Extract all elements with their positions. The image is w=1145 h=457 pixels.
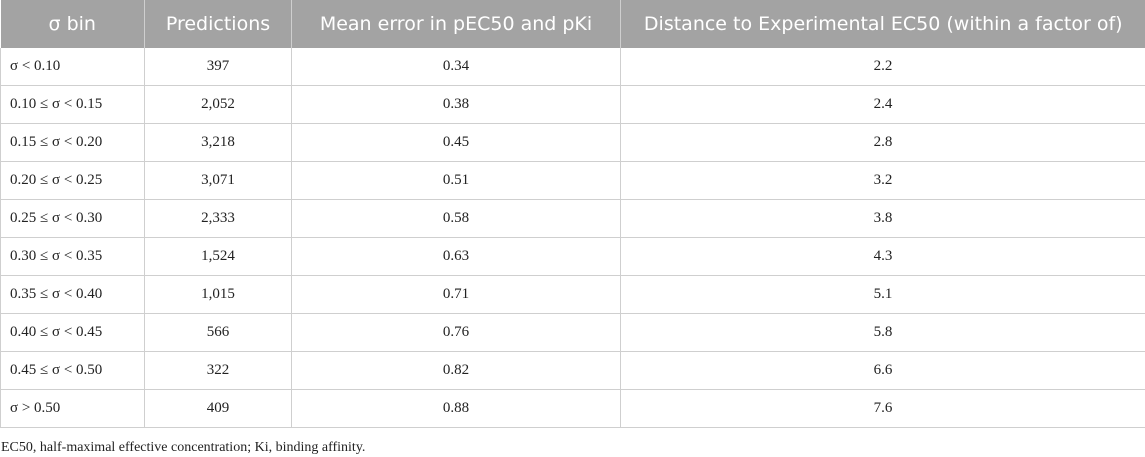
cell-sigma-bin: 0.30 ≤ σ < 0.35 (0, 237, 145, 276)
table-row: 0.10 ≤ σ < 0.15 2,052 0.38 2.4 (0, 85, 1145, 124)
table-body: σ < 0.10 397 0.34 2.2 0.10 ≤ σ < 0.15 2,052 0.… (0, 48, 1145, 428)
cell-distance: 3.8 (620, 199, 1145, 238)
table-row: σ < 0.10 397 0.34 2.2 (0, 48, 1145, 86)
cell-mean-error: 0.71 (291, 275, 621, 314)
cell-mean-error: 0.88 (291, 389, 621, 428)
cell-predictions: 397 (144, 48, 292, 86)
cell-sigma-bin: σ > 0.50 (0, 389, 145, 428)
cell-mean-error: 0.45 (291, 123, 621, 162)
cell-predictions: 1,015 (144, 275, 292, 314)
table-footnote: EC50, half-maximal effective concentrati… (1, 440, 366, 455)
table-header: σ bin Predictions Mean error in pEC50 an… (0, 0, 1145, 48)
cell-mean-error: 0.34 (291, 48, 621, 86)
cell-predictions: 1,524 (144, 237, 292, 276)
cell-sigma-bin: 0.20 ≤ σ < 0.25 (0, 161, 145, 200)
cell-distance: 5.8 (620, 313, 1145, 352)
cell-predictions: 322 (144, 351, 292, 390)
cell-sigma-bin: 0.35 ≤ σ < 0.40 (0, 275, 145, 314)
header-distance: Distance to Experimental EC50 (within a … (620, 0, 1145, 48)
table-row: 0.40 ≤ σ < 0.45 566 0.76 5.8 (0, 313, 1145, 352)
data-table-container: σ bin Predictions Mean error in pEC50 an… (0, 0, 1145, 428)
cell-mean-error: 0.51 (291, 161, 621, 200)
sigma-bin-table: σ bin Predictions Mean error in pEC50 an… (0, 0, 1145, 428)
cell-sigma-bin: 0.10 ≤ σ < 0.15 (0, 85, 145, 124)
table-row: 0.35 ≤ σ < 0.40 1,015 0.71 5.1 (0, 275, 1145, 314)
cell-distance: 2.4 (620, 85, 1145, 124)
cell-predictions: 2,333 (144, 199, 292, 238)
header-mean-error: Mean error in pEC50 and pKi (291, 0, 621, 48)
table-row: 0.25 ≤ σ < 0.30 2,333 0.58 3.8 (0, 199, 1145, 238)
cell-predictions: 566 (144, 313, 292, 352)
table-row: 0.30 ≤ σ < 0.35 1,524 0.63 4.3 (0, 237, 1145, 276)
cell-distance: 5.1 (620, 275, 1145, 314)
cell-distance: 2.2 (620, 48, 1145, 86)
table-row: 0.15 ≤ σ < 0.20 3,218 0.45 2.8 (0, 123, 1145, 162)
cell-predictions: 2,052 (144, 85, 292, 124)
cell-distance: 3.2 (620, 161, 1145, 200)
cell-mean-error: 0.76 (291, 313, 621, 352)
cell-distance: 4.3 (620, 237, 1145, 276)
cell-predictions: 409 (144, 389, 292, 428)
header-row: σ bin Predictions Mean error in pEC50 an… (0, 0, 1145, 48)
cell-sigma-bin: σ < 0.10 (0, 48, 145, 86)
cell-distance: 2.8 (620, 123, 1145, 162)
cell-distance: 7.6 (620, 389, 1145, 428)
cell-predictions: 3,218 (144, 123, 292, 162)
cell-mean-error: 0.63 (291, 237, 621, 276)
cell-distance: 6.6 (620, 351, 1145, 390)
cell-predictions: 3,071 (144, 161, 292, 200)
header-predictions: Predictions (144, 0, 292, 48)
cell-mean-error: 0.58 (291, 199, 621, 238)
cell-mean-error: 0.38 (291, 85, 621, 124)
cell-sigma-bin: 0.45 ≤ σ < 0.50 (0, 351, 145, 390)
table-row: σ > 0.50 409 0.88 7.6 (0, 389, 1145, 428)
cell-mean-error: 0.82 (291, 351, 621, 390)
cell-sigma-bin: 0.15 ≤ σ < 0.20 (0, 123, 145, 162)
header-sigma-bin: σ bin (0, 0, 145, 48)
cell-sigma-bin: 0.40 ≤ σ < 0.45 (0, 313, 145, 352)
table-row: 0.45 ≤ σ < 0.50 322 0.82 6.6 (0, 351, 1145, 390)
cell-sigma-bin: 0.25 ≤ σ < 0.30 (0, 199, 145, 238)
table-row: 0.20 ≤ σ < 0.25 3,071 0.51 3.2 (0, 161, 1145, 200)
